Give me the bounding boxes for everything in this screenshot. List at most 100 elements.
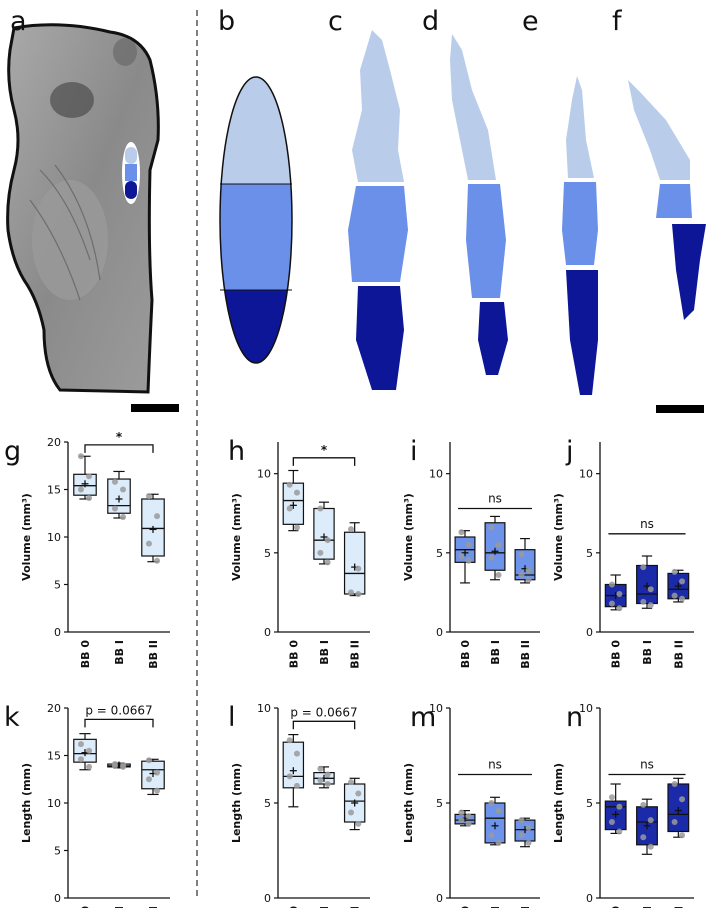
significance-label: ns [640,758,654,772]
y-axis-label-g: Volume (mm³) [20,493,33,581]
data-point [317,549,324,556]
data-point [458,553,465,559]
y-tick-label: 15 [47,484,61,497]
significance-bracket [292,720,356,730]
data-point [348,526,355,533]
data-point [324,559,331,566]
y-tick-label: 5 [264,797,271,810]
y-tick-label: 0 [436,626,443,639]
data-point [355,565,362,572]
box-g-0: BB 0 [73,453,97,669]
data-point [348,589,355,596]
y-tick-label: 10 [429,468,443,481]
significance-label: ns [640,517,654,531]
category-label: BB I [113,640,126,665]
category-label: BB 0 [79,640,92,669]
category-label: BB I [641,906,654,908]
box-iqr [343,531,366,595]
data-point [495,807,502,814]
panel-label-m: m [410,702,436,733]
data-point [488,524,495,531]
data-point [608,581,615,588]
data-point [458,809,465,816]
data-point [324,771,331,778]
box-i-0: BB 0 [454,529,476,668]
data-point [145,776,152,783]
data-point [120,763,127,770]
y-tick-label: 5 [54,845,61,858]
panel-label-b: b [218,6,235,37]
panel-e-rendering [562,76,598,395]
box-iqr [484,522,506,571]
box-k-2: BB II [141,757,165,908]
category-label: BB II [349,906,362,908]
data-point [679,578,686,585]
data-point [154,769,161,776]
data-point [488,800,495,806]
scale-bar-a [131,404,179,412]
category-label: BB I [489,906,502,908]
data-point [145,540,152,547]
data-point [293,524,300,531]
category-label: BB II [349,640,362,669]
y-tick-label: 5 [264,547,271,560]
box-k-1: BB I [107,761,131,908]
data-point [525,824,532,831]
data-point [293,782,300,789]
panel-label-g: g [4,436,21,467]
segment-light [220,77,292,184]
panel-label-j: j [565,436,574,467]
data-point [348,809,355,816]
data-point [488,832,495,839]
data-point [77,453,84,460]
data-point [616,605,623,612]
significance-label: ns [488,492,502,506]
panel-label-d: d [422,6,439,37]
data-point [111,505,118,512]
box-i-1: BB I [484,515,506,665]
data-point [525,839,532,846]
segment-mid [220,184,292,290]
data-point [154,787,161,794]
box-n-1: BB I [636,798,658,908]
y-tick-label: 20 [47,702,61,715]
data-point [640,834,647,841]
chart-m: m 0 5 10 Length (mm) BB 0 BB I BB II ns [402,702,540,908]
box-j-2: BB II [667,568,690,669]
y-tick-label: 0 [264,626,271,639]
bulb-marker-segment-dark [125,181,137,199]
data-point [671,592,678,599]
data-point [608,794,615,801]
data-point [317,505,324,512]
panel-label-c: c [328,6,343,37]
data-point [154,513,161,520]
category-label: BB II [147,640,160,669]
significance-label: * [116,430,123,444]
panel-f-rendering [628,80,706,320]
data-point [86,495,93,502]
data-point [317,765,324,772]
y-tick-label: 10 [579,468,593,481]
bulb-marker-segment-light [125,147,137,164]
data-point [120,514,127,521]
data-point [647,586,654,593]
data-point [293,750,300,757]
box-g-1: BB I [107,470,131,665]
y-axis-label-k: Length (mm) [20,763,33,843]
category-label: BB 0 [459,906,472,908]
data-point [647,843,654,850]
significance-label: ns [488,758,502,772]
box-h-1: BB I [313,501,335,665]
data-point [518,572,525,578]
category-label: BB II [147,906,160,908]
data-point [679,796,686,803]
chart-n: n 0 5 10 Length (mm) BB 0 BB I BB II ns [552,702,694,908]
category-label: BB I [113,906,126,908]
box-l-1: BB I [313,765,335,908]
data-point [679,595,686,602]
category-label: BB I [489,640,502,665]
data-point [77,486,84,493]
category-label: BB 0 [610,640,623,669]
data-point [608,600,615,607]
